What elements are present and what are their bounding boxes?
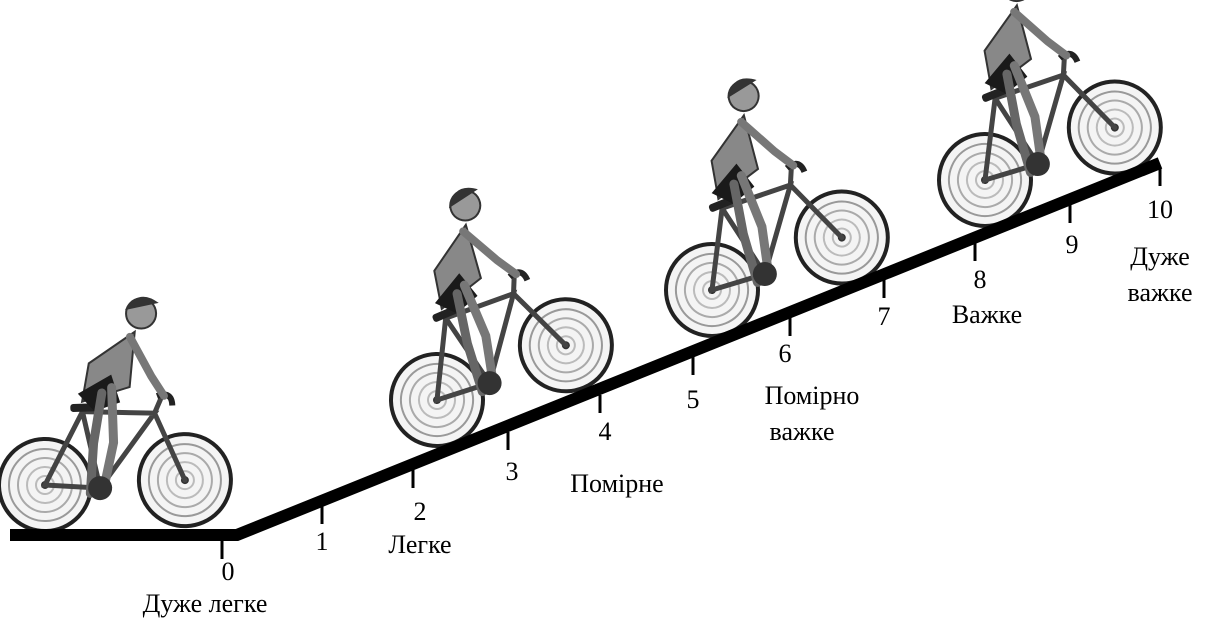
scale-number: 0 <box>222 557 235 586</box>
scale-number: 10 <box>1147 195 1173 224</box>
scale-number: 3 <box>506 457 519 486</box>
scale-label: Важке <box>952 300 1022 329</box>
scale-label: Дуже легке <box>143 589 268 618</box>
cyclist <box>600 49 902 350</box>
scale-number: 2 <box>414 497 427 526</box>
scale-number: 8 <box>974 265 987 294</box>
scale-label: Дуже <box>1130 242 1190 271</box>
cyclist <box>873 0 1175 240</box>
scale: 0 Дуже легке 1 2 Легке 3 4 Помірне 5 6 Помірно важк… <box>143 168 1193 618</box>
scale-label: важке <box>1128 278 1193 307</box>
scale-label: важке <box>770 417 835 446</box>
scale-number: 9 <box>1066 230 1079 259</box>
scale-number: 1 <box>316 527 329 556</box>
scale-label: Легке <box>388 530 451 559</box>
cyclist <box>0 294 232 533</box>
diagram: 0 Дуже легке 1 2 Легке 3 4 Помірне 5 6 Помірно важк… <box>0 0 1227 639</box>
scale-number: 6 <box>779 339 792 368</box>
scale-label: Помірно <box>765 381 860 410</box>
scale-number: 4 <box>599 417 612 446</box>
scale-number: 7 <box>878 302 891 331</box>
cyclist <box>322 157 626 460</box>
scale-label: Помірне <box>570 469 663 498</box>
scale-number: 5 <box>687 385 700 414</box>
cyclists <box>0 0 1175 533</box>
